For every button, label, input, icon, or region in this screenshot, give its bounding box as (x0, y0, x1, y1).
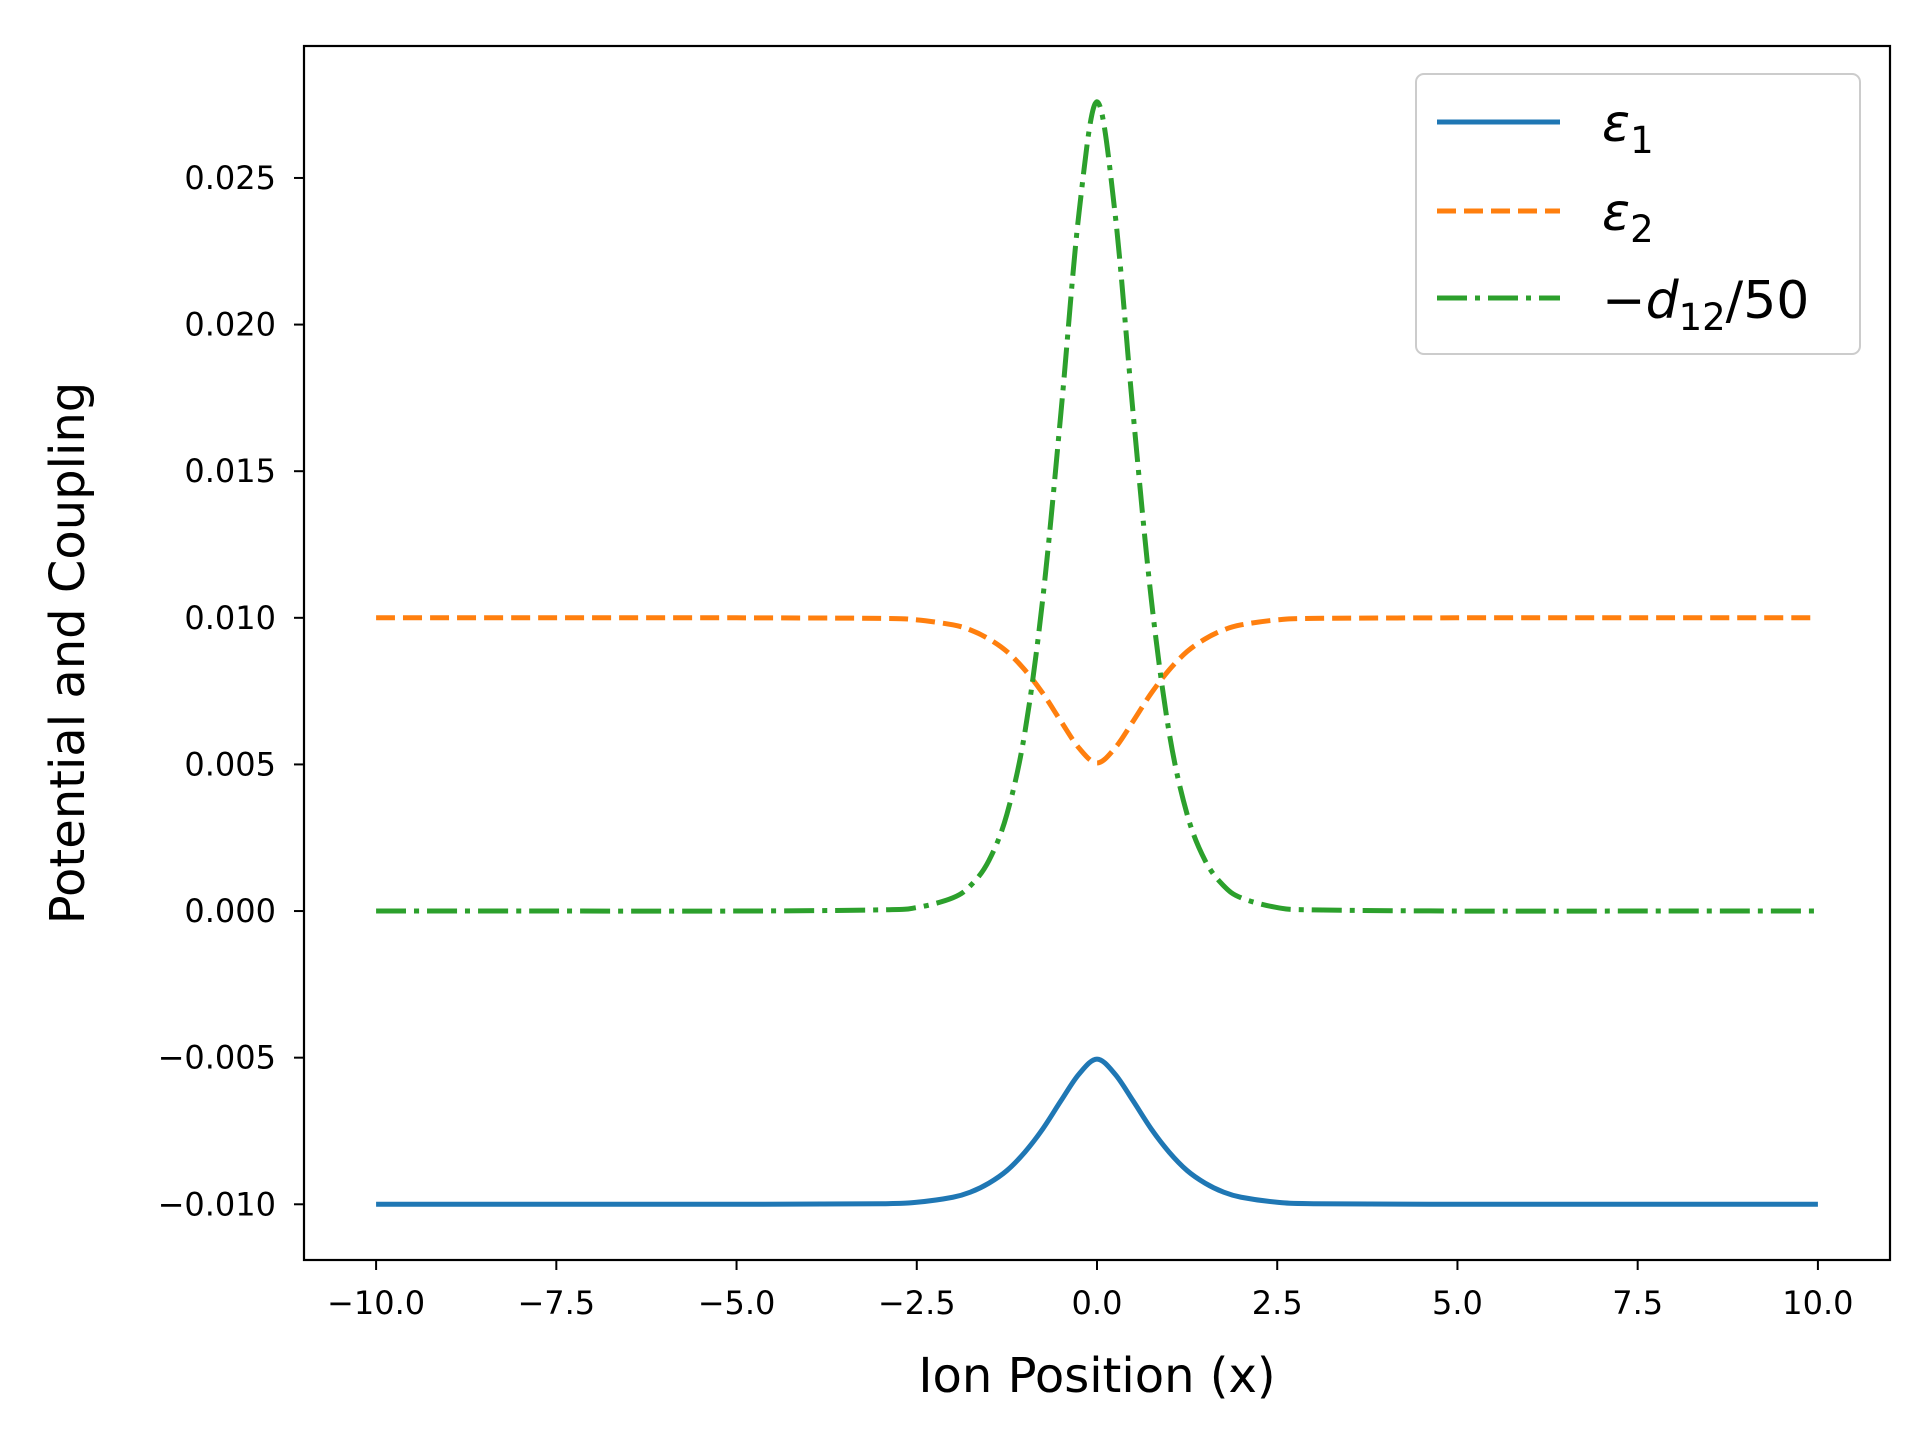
x-tick-label: −7.5 (517, 1284, 595, 1322)
legend-label-epsilon-1-main: ε (1602, 94, 1630, 154)
legend-label-coupling: −d12/50 (1602, 271, 1809, 339)
x-axis-title: Ion Position (x) (918, 1348, 1275, 1404)
x-tick-label: 7.5 (1612, 1284, 1663, 1322)
x-tick-label: 5.0 (1432, 1284, 1483, 1322)
x-tick-label: 2.5 (1252, 1284, 1303, 1322)
x-tick-label: −5.0 (698, 1284, 776, 1322)
y-tick-label: 0.020 (184, 306, 276, 344)
legend-label-epsilon-1: ε1 (1602, 94, 1654, 162)
legend: ε1 ε2 −d12/50 (1415, 73, 1861, 355)
legend-label-coupling-tail: /50 (1726, 271, 1810, 331)
x-axis-ticks: −10.0 −7.5 −5.0 −2.5 0.0 2.5 5.0 7.5 10.0 (327, 1260, 1854, 1322)
legend-label-epsilon-2-subscript: 2 (1630, 208, 1654, 251)
y-tick-label: 0.000 (184, 892, 276, 930)
x-tick-label: 0.0 (1072, 1284, 1123, 1322)
series-line-coupling (376, 99, 1818, 914)
x-tick-label: −2.5 (878, 1284, 956, 1322)
y-tick-label: −0.005 (158, 1039, 276, 1077)
y-tick-label: 0.025 (184, 159, 276, 197)
x-tick-label: −10.0 (327, 1284, 425, 1322)
legend-label-epsilon-2-main: ε (1602, 183, 1630, 243)
legend-label-coupling-main: −d (1602, 271, 1680, 331)
legend-box (1415, 73, 1861, 355)
y-tick-label: −0.010 (158, 1185, 276, 1223)
series-layer (376, 99, 1818, 1207)
x-tick-label: 10.0 (1782, 1284, 1853, 1322)
y-axis-ticks: −0.010 −0.005 0.000 0.005 0.010 0.015 0.020 0.0… (158, 159, 304, 1223)
legend-label-epsilon-1-subscript: 1 (1630, 119, 1654, 162)
series-line-epsilon-1 (376, 1056, 1818, 1207)
y-tick-label: 0.005 (184, 745, 276, 783)
legend-label-coupling-subscript: 12 (1679, 296, 1726, 339)
series-line-epsilon-2 (376, 615, 1818, 766)
y-tick-label: 0.015 (184, 452, 276, 490)
legend-label-epsilon-2: ε2 (1602, 183, 1654, 251)
y-tick-label: 0.010 (184, 599, 276, 637)
y-axis-title: Potential and Coupling (40, 382, 96, 924)
